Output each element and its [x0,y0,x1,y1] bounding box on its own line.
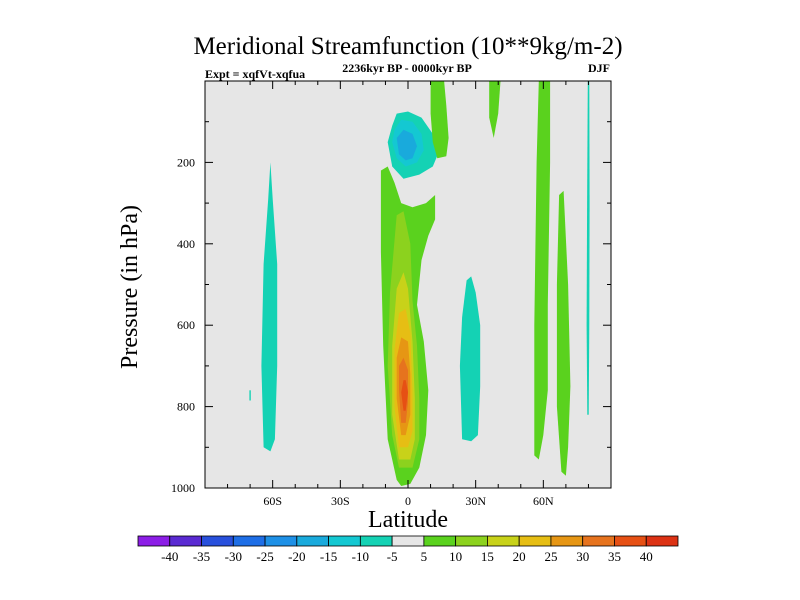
colorbar-box [328,535,361,547]
contour-upper-positive-plume [430,81,449,159]
season-label: DJF [588,61,610,75]
x-tick-label: 60S [263,494,282,508]
contour-upper-negative-cell-15 [396,129,417,161]
y-tick-label: 800 [177,400,195,414]
colorbar-box [232,535,266,547]
x-tick-label: 30S [331,494,350,508]
y-tick-label: 600 [177,318,195,332]
colorbar-box [455,535,488,547]
contour-subtropical-negative-column [459,276,481,442]
axis-ticks: 60S 30S 0 30N 60N 200 400 600 800 1000 [171,81,611,508]
contour-polar-negative-sliver [586,81,590,415]
colorbar-label: -15 [320,549,337,564]
x-tick-label: 30N [465,494,486,508]
contour-highlat-positive-column [556,190,571,476]
colorbar-label: 20 [513,549,526,564]
colorbar-label: -20 [288,549,305,564]
x-tick-label: 60N [533,494,554,508]
x-tick-label: 0 [405,494,411,508]
x-axis-label: Latitude [368,507,448,533]
colorbar-label: 15 [481,549,494,564]
colorbar-label: -10 [352,549,369,564]
y-tick-label: 1000 [171,481,195,495]
colorbar-label: -40 [161,549,178,564]
colorbar-label: 5 [421,549,428,564]
contour-southern-isolated-mark [249,390,251,401]
y-tick-label: 400 [177,237,195,251]
colorbar-box [169,535,202,547]
colorbar-box [582,535,615,547]
y-axis-label: Pressure (in hPa) [117,205,143,369]
colorbar-label: 40 [640,549,653,564]
colorbar-label: -25 [256,549,273,564]
contour-northern-thin-band [489,81,501,138]
period-label: 2236kyr BP - 0000kyr BP [342,61,472,75]
contour-hadley-cell-35 [401,380,408,411]
colorbar-label: -5 [387,549,398,564]
colorbar-box [423,535,457,547]
colorbar-box [518,535,552,547]
colorbar-label: 35 [608,549,621,564]
experiment-label: Expt = xqfVt-xqfua [205,67,305,81]
colorbar-box [296,535,329,547]
contour-southern-negative-column [261,162,278,452]
colorbar-box [550,535,584,547]
colorbar-label: 30 [576,549,589,564]
contour-midlat-positive-column [534,81,551,460]
colorbar-label: 25 [544,549,557,564]
colorbar-box [264,535,298,547]
colorbar-box [137,535,171,547]
colorbar-box [391,535,425,547]
colorbar-box [487,535,520,547]
chart-title: Meridional Streamfunction (10**9kg/m-2) [193,33,622,60]
colorbar-box [201,535,234,547]
colorbar-box [645,535,679,547]
contour-fills [249,81,590,486]
y-tick-label: 200 [177,155,195,169]
colorbar-label: 10 [449,549,462,564]
colorbar-box [359,535,393,547]
colorbar-label: -35 [193,549,210,564]
colorbar-box [614,535,647,547]
colorbar-label: -30 [225,549,242,564]
colorbar: -40 -35 -30 -25 -20 -15 -10 -5 5 10 15 20 25 30 35 40 [137,535,679,564]
